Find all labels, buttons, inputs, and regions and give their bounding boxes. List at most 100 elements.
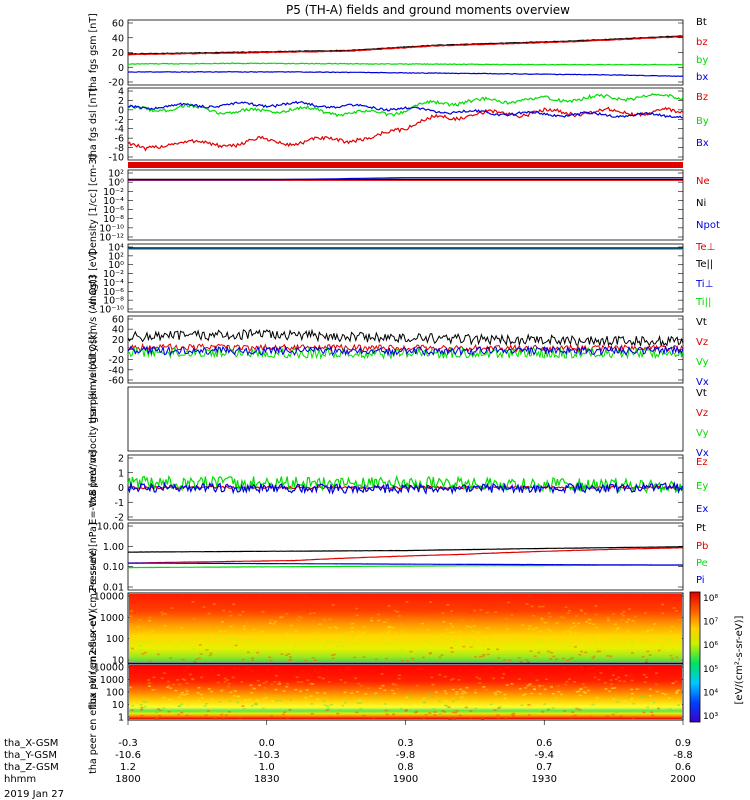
spectrogram-cell xyxy=(158,714,162,717)
spectrogram-cell xyxy=(527,627,531,630)
spectrogram-cell xyxy=(400,648,403,651)
spectrogram-cell xyxy=(373,695,377,697)
spectrogram-cell xyxy=(489,703,493,706)
y-tick-label: 10⁴ xyxy=(108,243,124,254)
spectrogram-cell xyxy=(403,633,407,636)
spectrogram-cell xyxy=(607,690,611,692)
spectrogram-cell xyxy=(136,643,140,646)
spectrogram-cell xyxy=(325,709,329,711)
spectrogram-cell xyxy=(451,625,455,628)
spectrogram-cell xyxy=(256,679,260,682)
spectrogram-cell xyxy=(224,714,228,716)
spectrogram-cell xyxy=(339,709,343,711)
spectrogram-cell xyxy=(315,632,319,635)
spectrogram-cell xyxy=(629,641,633,644)
spectrogram-cell xyxy=(546,634,550,636)
spectrogram-cell xyxy=(380,673,384,675)
spectrogram-cell xyxy=(387,605,391,607)
spectrogram-cell xyxy=(267,600,271,603)
spectrogram-cell xyxy=(549,658,553,660)
spectrogram-cell xyxy=(340,671,343,674)
spectrogram-cell xyxy=(653,623,657,625)
spectrogram-cell xyxy=(670,625,674,628)
spectrogram-cell xyxy=(620,613,624,615)
spectrogram-cell xyxy=(357,600,361,602)
spectrogram-cell xyxy=(595,626,598,629)
legend-ne: Ne xyxy=(696,176,710,187)
spectrogram-cell xyxy=(657,635,660,638)
spectrogram-cell xyxy=(325,641,329,644)
spectrogram-cell xyxy=(504,617,508,620)
series-pe-line xyxy=(128,564,684,569)
spectrogram-cell xyxy=(148,619,152,622)
spectrogram-cell xyxy=(606,715,609,717)
spectrogram-cell xyxy=(305,689,309,691)
spectrogram-cell xyxy=(637,687,641,690)
spectrogram-cell xyxy=(460,619,464,622)
spectrogram-cell xyxy=(228,700,232,702)
spectrogram-cell xyxy=(256,651,260,654)
spectrogram-cell xyxy=(241,705,245,707)
spectrogram-cell xyxy=(167,602,171,605)
spectrogram-cell xyxy=(659,647,663,649)
spectrogram-cell xyxy=(317,676,321,679)
spectrogram-cell xyxy=(362,625,366,628)
spectrogram-cell xyxy=(296,681,300,683)
spectrogram-cell xyxy=(571,657,574,659)
y-tick-label: -2 xyxy=(115,513,124,524)
spectrogram-cell xyxy=(469,626,472,628)
spectrogram-cell xyxy=(579,666,583,668)
spectrogram-cell xyxy=(525,659,529,661)
spectrogram-cell xyxy=(377,619,381,622)
spectrogram-cell xyxy=(559,616,563,618)
spectrogram-cell xyxy=(309,695,313,697)
spectrogram-cell xyxy=(237,668,241,670)
panel-5: tha peir velocity [km/s (All Qs)] 6040200… xyxy=(88,275,709,423)
spectrogram-cell xyxy=(299,617,303,619)
spectrogram-cell xyxy=(199,653,203,655)
spectrogram-cell xyxy=(538,685,542,687)
spectrogram-cell xyxy=(527,633,531,636)
series-vx-line xyxy=(127,345,684,357)
spectrogram-cell xyxy=(327,681,331,683)
spectrogram-cell xyxy=(431,684,435,687)
spectrogram-cell xyxy=(547,600,551,603)
spectrogram-cell xyxy=(420,668,423,670)
spectrogram-cell xyxy=(598,650,602,653)
spectrogram-cell xyxy=(527,714,531,716)
spectrogram-cell xyxy=(541,619,545,622)
spectrogram-cell xyxy=(661,692,665,695)
spectrogram-cell xyxy=(675,690,679,692)
spectrogram-cell xyxy=(247,666,251,669)
spectrogram-cell xyxy=(660,644,664,647)
colorbar-label: [eV/(cm²-s-sr-eV)] xyxy=(734,615,745,704)
spectrogram-cell xyxy=(132,612,136,615)
spectrogram-cell xyxy=(520,704,524,707)
colorbar: 10⁸ 10⁷ 10⁶ 10⁵ 10⁴ 10³ [eV/(cm²-s-sr-eV)] xyxy=(689,591,745,723)
spectrogram-cell xyxy=(181,658,185,661)
spectrogram-cell xyxy=(151,689,155,691)
spectrogram-cell xyxy=(230,637,234,640)
spectrogram-cell xyxy=(535,679,539,682)
spectrogram-cell xyxy=(222,609,226,612)
spectrogram-cell xyxy=(470,647,474,649)
spectrogram-cell xyxy=(557,685,561,687)
spectrogram-cell xyxy=(672,607,676,609)
spectrogram-cell xyxy=(463,692,467,694)
spectrogram-cell xyxy=(202,606,206,608)
spectrogram-cell xyxy=(139,645,143,647)
y-axis-label: E=-VxB [mV/m] xyxy=(88,450,99,524)
spectrogram-cell xyxy=(140,636,144,638)
spectrogram-cell xyxy=(261,698,265,700)
spectrogram-cell xyxy=(655,672,658,674)
spectrogram-cell xyxy=(620,667,624,669)
spectrogram-cell xyxy=(559,599,563,601)
y-tick-label: 10.00 xyxy=(97,522,124,533)
spectrogram-cell xyxy=(465,686,469,689)
colorbar-tick-label: 10⁷ xyxy=(703,618,718,628)
spectrogram-cell xyxy=(306,679,310,681)
y-tick-label: 40 xyxy=(112,33,124,44)
y-tick-label: 2 xyxy=(118,454,124,465)
spectrogram-cell xyxy=(438,700,441,703)
spectra-layer xyxy=(127,592,684,721)
